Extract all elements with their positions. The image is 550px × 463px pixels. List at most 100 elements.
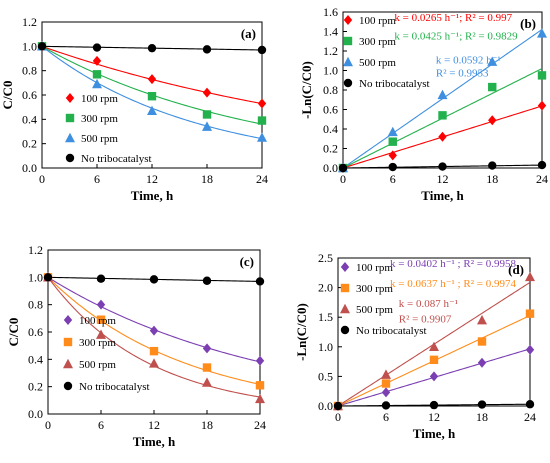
x-tick-label: 24 <box>254 418 266 432</box>
y-tick-label: 0.0 <box>22 161 37 175</box>
y-tick-label: 1.0 <box>28 270 43 284</box>
fit-annotation: k = 0.0637 h⁻¹ ; R² = 0.9974 <box>390 278 516 290</box>
data-point <box>525 309 535 318</box>
x-axis-title: Time, h <box>133 434 176 449</box>
legend-label: No tribocatalyst <box>359 78 430 90</box>
y-tick-label: 0.2 <box>323 142 338 156</box>
series-3 <box>37 42 267 55</box>
x-tick-label: 18 <box>201 418 213 432</box>
y-tick-label: 0.4 <box>28 352 43 366</box>
data-point <box>488 82 497 92</box>
series-0 <box>333 344 535 411</box>
y-tick-label: 1.0 <box>318 340 333 354</box>
data-point <box>257 45 267 55</box>
data-point <box>388 137 397 146</box>
y-axis-title: -Ln(C/C0) <box>299 61 314 119</box>
panel-label: (c) <box>240 254 254 269</box>
fit-annotation: k = 0.0402 h⁻¹ ; R² = 0.9958 <box>390 258 516 270</box>
data-point <box>381 369 391 379</box>
panel-label: (d) <box>508 262 524 277</box>
x-tick-label: 24 <box>524 410 536 424</box>
data-point <box>149 358 159 368</box>
x-tick-label: 0 <box>45 418 51 432</box>
legend-label: 100 rpm <box>356 262 393 274</box>
data-point <box>96 299 106 310</box>
data-point <box>92 70 102 79</box>
y-tick-label: 0.2 <box>22 137 37 151</box>
legend-marker <box>63 315 73 325</box>
chart-panel-c: 0.0 0.2 0.4 0.6 0.8 1.0 1.2 0 6 12 18 24 Time, h C/C0… <box>6 243 266 449</box>
data-point <box>255 393 265 404</box>
data-point <box>381 387 391 398</box>
data-point <box>438 111 447 120</box>
data-point <box>388 162 397 172</box>
legend: 100 rpm 300 rpm 500 rpm No tribocatalyst <box>343 15 430 90</box>
data-point <box>96 274 106 283</box>
panel-label: (b) <box>520 16 536 31</box>
data-point <box>429 355 439 365</box>
y-tick-label: 0.8 <box>28 298 43 312</box>
fit-annotation: k = 0.0425 h⁻¹; R² = 0.9829 <box>394 30 518 42</box>
x-tick-label: 12 <box>148 418 160 432</box>
data-point <box>37 42 47 51</box>
data-point <box>202 343 212 354</box>
data-point <box>96 329 106 339</box>
data-point <box>429 371 439 382</box>
y-tick-label: 0.8 <box>22 64 37 78</box>
legend-marker <box>63 358 73 369</box>
data-point <box>147 43 157 53</box>
x-tick-label: 18 <box>486 172 498 186</box>
y-tick-label: 2.0 <box>318 281 333 295</box>
legend-marker <box>65 153 75 163</box>
chart-panel-d: 0.0 0.5 1.0 1.5 2.0 2.5 0 6 12 18 24 Time, h -Ln(C/C… <box>294 251 536 441</box>
data-point <box>477 337 487 346</box>
x-axis-title: Time, h <box>413 426 456 441</box>
data-point <box>202 121 212 131</box>
data-point <box>202 110 212 119</box>
x-tick-label: 24 <box>536 172 548 186</box>
data-point <box>333 401 343 411</box>
x-tick-label: 12 <box>428 410 440 424</box>
y-tick-label: 0.0 <box>28 407 43 421</box>
data-point <box>525 271 535 282</box>
data-point <box>437 89 448 100</box>
legend-marker <box>340 303 350 314</box>
legend-label: 300 rpm <box>79 337 116 349</box>
legend-label: 500 rpm <box>81 133 118 145</box>
data-point <box>255 277 265 286</box>
legend-label: No tribocatalyst <box>356 325 427 337</box>
x-tick-label: 6 <box>390 172 396 186</box>
legend-label: No tribocatalyst <box>79 381 150 393</box>
fit-annotation: R² = 0.9953 <box>436 67 489 79</box>
data-point <box>477 314 487 325</box>
series-0 <box>43 272 265 366</box>
legend-marker <box>340 325 350 335</box>
data-point <box>381 401 391 410</box>
y-axis-title: C/C0 <box>0 81 15 110</box>
data-point <box>147 92 157 101</box>
data-point <box>387 126 398 137</box>
data-point <box>525 344 535 355</box>
y-tick-label: 0.4 <box>323 122 338 136</box>
fit-annotation: k = 0.087 h⁻¹ <box>399 298 458 310</box>
y-tick-label: 0.0 <box>323 161 338 175</box>
x-tick-label: 6 <box>383 410 389 424</box>
y-tick-label: 1.5 <box>318 310 333 324</box>
y-tick-label: 0.0 <box>318 399 333 413</box>
x-tick-label: 24 <box>256 172 268 186</box>
legend-marker <box>343 36 353 46</box>
y-tick-label: 0.2 <box>28 380 43 394</box>
data-point <box>381 379 391 388</box>
x-tick-label: 18 <box>201 172 213 186</box>
x-tick-label: 0 <box>335 410 341 424</box>
legend-label: No tribocatalyst <box>81 153 152 165</box>
data-point <box>537 28 547 38</box>
legend: 100 rpm 300 rpm 500 rpm No tribocatalyst <box>340 262 427 337</box>
series-3 <box>43 273 265 286</box>
y-tick-label: 1.0 <box>22 39 37 53</box>
fit-annotation: k = 0.0265 h⁻¹; R² = 0.997 <box>394 12 512 24</box>
y-tick-label: 0.6 <box>22 88 37 102</box>
data-point <box>202 377 212 387</box>
data-point <box>257 116 267 125</box>
data-point <box>202 276 212 285</box>
